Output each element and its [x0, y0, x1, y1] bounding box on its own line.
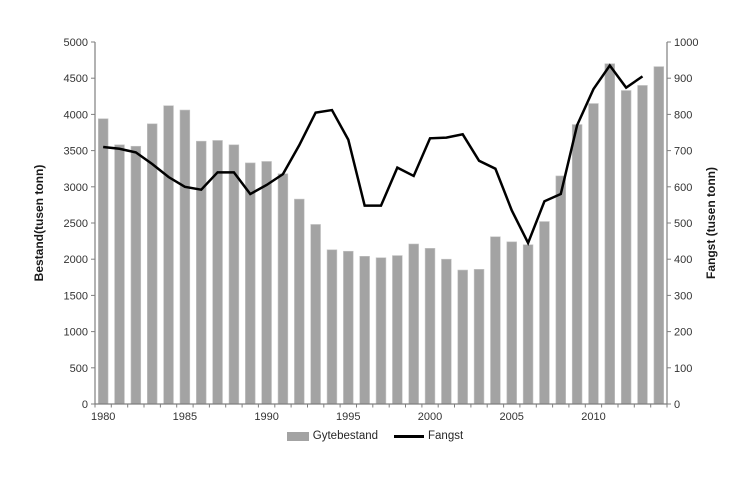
- bar: [457, 269, 468, 405]
- bar: [359, 255, 370, 405]
- bar: [212, 140, 223, 405]
- right-axis-tick-label: 600: [674, 182, 692, 194]
- bar: [620, 90, 632, 405]
- bar: [196, 140, 207, 405]
- right-axis-title: Fangst (tusen tonn): [704, 167, 718, 279]
- bar: [473, 269, 485, 405]
- left-axis-title: Bestand(tusen tonn): [32, 164, 46, 282]
- right-axis-tick-label: 300: [674, 290, 692, 302]
- bar: [522, 244, 534, 405]
- left-axis-tick-label: 500: [70, 363, 88, 375]
- left-axis-tick-label: 3500: [64, 146, 88, 158]
- right-axis-tick-label: 200: [674, 327, 692, 339]
- left-axis-tick-label: 5000: [64, 37, 88, 49]
- bar: [392, 255, 403, 405]
- bar: [245, 162, 256, 405]
- bar: [114, 144, 125, 405]
- bar: [506, 241, 517, 405]
- x-axis-tick-label: 1980: [91, 411, 115, 423]
- left-axis-tick-label: 4500: [64, 73, 88, 85]
- bar: [571, 124, 583, 405]
- left-axis-tick-label: 4000: [64, 109, 88, 121]
- legend-label-gytebestand: Gytebestand: [312, 430, 379, 442]
- bar: [408, 243, 419, 405]
- legend-entry-fangst: Fangst: [394, 430, 463, 442]
- left-axis-tick-label: 1000: [64, 327, 88, 339]
- bar: [163, 105, 174, 405]
- right-axis-tick-label: 500: [674, 218, 692, 230]
- bar: [441, 258, 452, 405]
- bar: [490, 236, 501, 405]
- bar: [555, 175, 566, 405]
- x-axis-tick-label: 2010: [581, 411, 605, 423]
- legend: Gytebestand Fangst: [0, 430, 750, 442]
- bar: [539, 221, 550, 405]
- right-axis-tick-label: 1000: [674, 37, 698, 49]
- bar: [261, 161, 272, 405]
- bar-swatch-icon: [286, 431, 309, 441]
- left-axis-tick-label: 0: [82, 399, 88, 411]
- legend-label-fangst: Fangst: [428, 430, 464, 442]
- bar: [326, 249, 338, 405]
- line-swatch-icon: [394, 434, 425, 438]
- bar: [277, 173, 289, 405]
- bar: [637, 85, 648, 405]
- bar: [653, 66, 665, 405]
- bar: [604, 63, 616, 405]
- x-axis-tick-label: 2005: [499, 411, 523, 423]
- right-axis-tick-label: 700: [674, 146, 692, 158]
- bar: [588, 103, 599, 405]
- x-axis-tick-label: 2000: [418, 411, 442, 423]
- bar: [97, 118, 109, 405]
- bar: [343, 250, 354, 405]
- right-axis-tick-label: 800: [674, 109, 692, 121]
- left-axis-tick-label: 1500: [64, 290, 88, 302]
- x-axis-tick-label: 1990: [254, 411, 278, 423]
- right-axis-tick-label: 400: [674, 254, 692, 266]
- bar: [424, 248, 436, 405]
- bar: [294, 198, 305, 405]
- bar: [179, 109, 191, 405]
- bar: [375, 257, 387, 405]
- fangst-line: [103, 63, 644, 246]
- right-axis-tick-label: 100: [674, 363, 692, 375]
- bar: [310, 224, 321, 405]
- legend-entry-gytebestand: Gytebestand: [286, 430, 379, 442]
- right-axis-tick-label: 0: [674, 399, 680, 411]
- bar: [130, 145, 142, 405]
- left-axis-tick-label: 3000: [64, 182, 88, 194]
- left-axis-tick-label: 2500: [64, 218, 88, 230]
- gytebestand-bars: [97, 63, 665, 405]
- right-axis-tick-label: 900: [674, 73, 692, 85]
- left-axis-tick-label: 2000: [64, 254, 88, 266]
- bar: [228, 144, 240, 405]
- x-axis-tick-label: 1995: [336, 411, 360, 423]
- x-axis-tick-label: 1985: [173, 411, 197, 423]
